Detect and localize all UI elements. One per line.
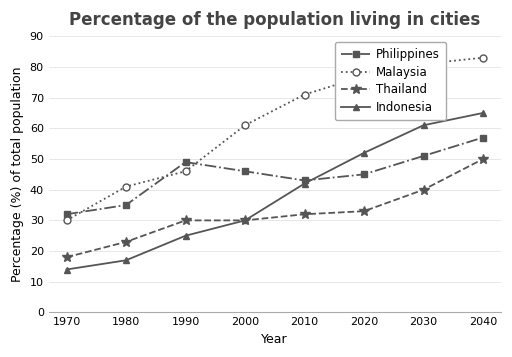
Malaysia (480, 56, 486, 60)
Indonesia (123, 258, 129, 262)
Philippines (182, 160, 188, 164)
Line: Thailand: Thailand (61, 154, 488, 262)
Malaysia (63, 218, 70, 222)
Philippines (242, 169, 248, 174)
Philippines (420, 154, 426, 158)
Indonesia (480, 111, 486, 115)
Indonesia (302, 181, 308, 186)
Line: Indonesia: Indonesia (63, 110, 486, 273)
Thailand (123, 240, 129, 244)
Philippines (361, 172, 367, 176)
Thailand (302, 212, 308, 216)
Legend: Philippines, Malaysia, Thailand, Indonesia: Philippines, Malaysia, Thailand, Indones… (335, 42, 446, 120)
Indonesia (420, 123, 426, 127)
Malaysia (361, 74, 367, 78)
Thailand (480, 157, 486, 161)
Line: Philippines: Philippines (63, 135, 486, 217)
Malaysia (242, 123, 248, 127)
Malaysia (123, 185, 129, 189)
Philippines (302, 178, 308, 183)
Malaysia (182, 169, 188, 174)
Thailand (63, 255, 70, 260)
Thailand (242, 218, 248, 222)
Indonesia (182, 233, 188, 238)
Indonesia (361, 151, 367, 155)
Thailand (361, 209, 367, 213)
Indonesia (242, 218, 248, 222)
Y-axis label: Percentage (%) of total population: Percentage (%) of total population (11, 67, 24, 282)
Thailand (182, 218, 188, 222)
Line: Malaysia: Malaysia (63, 54, 486, 224)
Thailand (420, 187, 426, 192)
Philippines (123, 203, 129, 207)
Malaysia (420, 62, 426, 66)
Malaysia (302, 92, 308, 97)
X-axis label: Year: Year (262, 333, 288, 346)
Philippines (63, 212, 70, 216)
Title: Percentage of the population living in cities: Percentage of the population living in c… (69, 11, 480, 29)
Indonesia (63, 267, 70, 272)
Philippines (480, 135, 486, 140)
